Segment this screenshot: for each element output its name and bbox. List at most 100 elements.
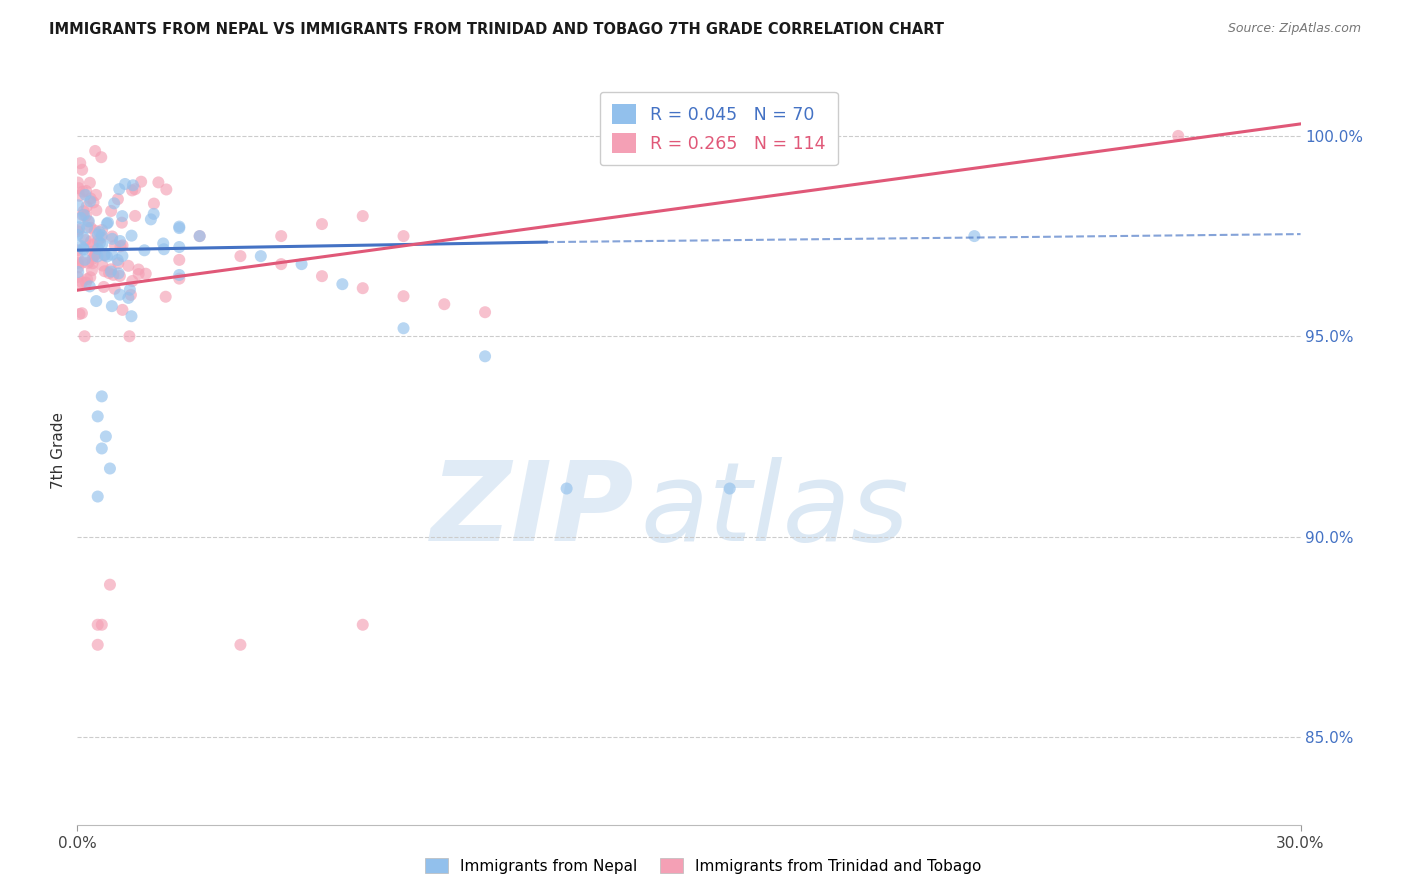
Point <box>87 617 110 632</box>
Point <box>392 229 415 244</box>
Point <box>111 238 134 252</box>
Point <box>67 188 90 202</box>
Point <box>91 237 114 252</box>
Point <box>87 234 110 248</box>
Point <box>86 203 108 218</box>
Point <box>86 249 108 263</box>
Point <box>169 240 191 254</box>
Point <box>80 235 103 249</box>
Point <box>66 176 89 190</box>
Point <box>70 162 93 177</box>
Point <box>107 192 129 206</box>
Point <box>169 219 191 234</box>
Point <box>121 183 143 197</box>
Point <box>332 277 354 292</box>
Point <box>66 244 89 258</box>
Point <box>72 208 94 222</box>
Point <box>75 184 97 198</box>
Point <box>127 262 149 277</box>
Point <box>67 260 90 275</box>
Point <box>76 220 98 235</box>
Point <box>87 242 110 256</box>
Point <box>79 176 101 190</box>
Point <box>111 209 134 223</box>
Point <box>98 461 121 475</box>
Point <box>111 216 134 230</box>
Point <box>139 212 162 227</box>
Point <box>108 234 131 248</box>
Point <box>103 196 125 211</box>
Y-axis label: 7th Grade: 7th Grade <box>51 412 66 489</box>
Point <box>67 222 90 236</box>
Point <box>90 230 112 244</box>
Point <box>72 241 94 255</box>
Point <box>75 233 97 247</box>
Point <box>91 223 114 237</box>
Point <box>70 306 93 320</box>
Point <box>76 272 98 286</box>
Point <box>104 238 127 252</box>
Point <box>82 252 104 266</box>
Point <box>229 638 252 652</box>
Point <box>118 329 141 343</box>
Point <box>93 264 115 278</box>
Point <box>93 248 115 262</box>
Point <box>114 177 136 191</box>
Point <box>169 252 191 267</box>
Point <box>718 482 741 496</box>
Point <box>77 256 100 270</box>
Point <box>82 256 104 270</box>
Text: ZIP: ZIP <box>430 457 634 564</box>
Point <box>311 217 333 231</box>
Point <box>84 144 107 158</box>
Point <box>94 429 117 443</box>
Point <box>82 195 104 210</box>
Text: IMMIGRANTS FROM NEPAL VS IMMIGRANTS FROM TRINIDAD AND TOBAGO 7TH GRADE CORRELATI: IMMIGRANTS FROM NEPAL VS IMMIGRANTS FROM… <box>49 22 945 37</box>
Point <box>107 266 129 280</box>
Point <box>96 217 118 231</box>
Point <box>70 239 93 253</box>
Point <box>80 263 103 277</box>
Point <box>135 267 157 281</box>
Point <box>142 207 165 221</box>
Point <box>67 220 90 235</box>
Point <box>79 270 101 285</box>
Point <box>100 203 122 218</box>
Point <box>72 204 94 219</box>
Point <box>169 268 191 282</box>
Point <box>69 211 91 225</box>
Point <box>124 209 146 223</box>
Point <box>101 232 124 246</box>
Point <box>474 305 496 319</box>
Point <box>555 482 578 496</box>
Point <box>121 274 143 288</box>
Point <box>270 257 292 271</box>
Point <box>82 244 104 259</box>
Point <box>474 349 496 363</box>
Point <box>169 221 191 235</box>
Point <box>108 287 131 301</box>
Point <box>108 182 131 196</box>
Point <box>73 243 96 257</box>
Point <box>250 249 273 263</box>
Point <box>75 187 97 202</box>
Point <box>67 181 90 195</box>
Point <box>155 290 177 304</box>
Point <box>103 268 125 282</box>
Point <box>311 269 333 284</box>
Point <box>73 252 96 267</box>
Point <box>108 268 131 283</box>
Point <box>89 235 111 250</box>
Point <box>290 257 312 271</box>
Point <box>107 252 129 267</box>
Point <box>84 188 107 202</box>
Point <box>73 208 96 222</box>
Point <box>270 229 292 244</box>
Point <box>101 299 124 313</box>
Point <box>66 256 89 270</box>
Point <box>96 249 118 263</box>
Point <box>963 229 986 244</box>
Point <box>90 228 112 243</box>
Point <box>67 265 90 279</box>
Point <box>121 228 143 243</box>
